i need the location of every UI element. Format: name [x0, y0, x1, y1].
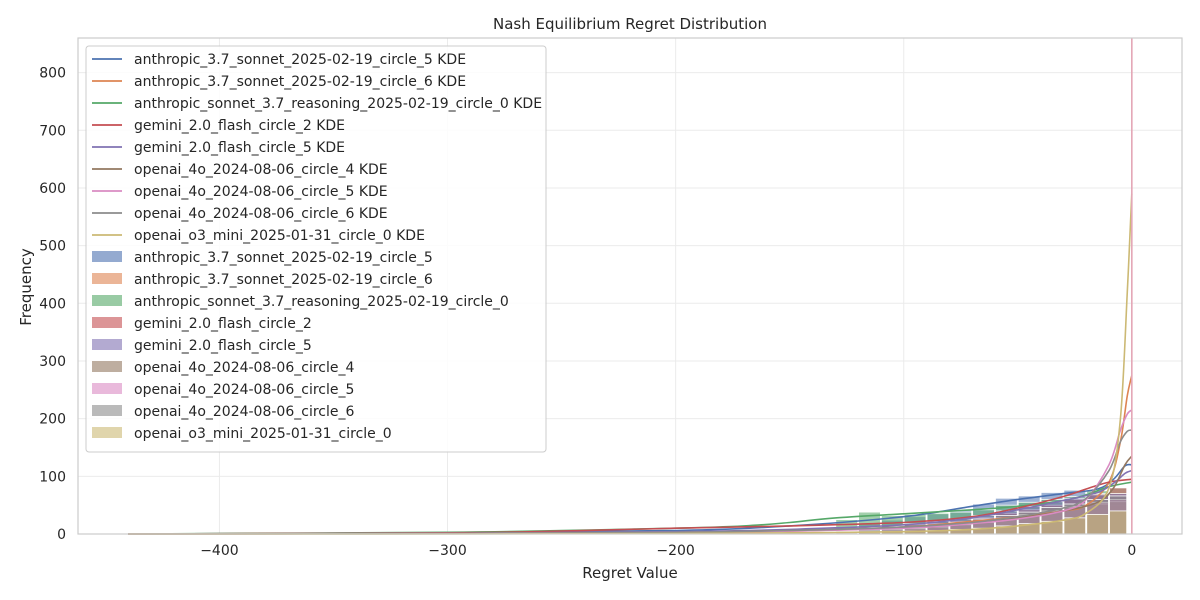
y-tick-label: 700	[39, 123, 66, 139]
y-tick-label: 200	[39, 412, 66, 428]
legend-hist-label: openai_4o_2024-08-06_circle_5	[134, 382, 354, 398]
legend-hist-label: openai_4o_2024-08-06_circle_6	[134, 404, 354, 420]
x-tick-label: 0	[1127, 543, 1136, 559]
x-axis-label: Regret Value	[582, 564, 677, 582]
legend-patch-swatch	[92, 383, 122, 394]
y-tick-label: 600	[39, 181, 66, 197]
legend-kde-label: anthropic_3.7_sonnet_2025-02-19_circle_5…	[134, 52, 466, 68]
legend-hist-label: gemini_2.0_flash_circle_2	[134, 316, 312, 332]
legend-hist-label: anthropic_3.7_sonnet_2025-02-19_circle_5	[134, 250, 433, 266]
legend-kde-label: gemini_2.0_flash_circle_2 KDE	[134, 118, 345, 134]
legend-kde-label: anthropic_sonnet_3.7_reasoning_2025-02-1…	[134, 96, 542, 112]
legend-kde-label: anthropic_3.7_sonnet_2025-02-19_circle_6…	[134, 74, 466, 90]
legend-hist-label: openai_4o_2024-08-06_circle_4	[134, 360, 354, 376]
x-axis-ticks: −400 −300 −200 −100 0	[200, 543, 1136, 559]
legend-patch-swatch	[92, 317, 122, 328]
legend-patch-swatch	[92, 339, 122, 350]
x-tick-label: −300	[428, 543, 466, 559]
y-tick-label: 800	[39, 66, 66, 82]
plot-frame	[77, 37, 1183, 535]
x-tick-label: −400	[200, 543, 238, 559]
legend-kde-label: openai_o3_mini_2025-01-31_circle_0 KDE	[134, 228, 425, 244]
y-tick-label: 100	[39, 469, 66, 485]
legend: anthropic_3.7_sonnet_2025-02-19_circle_5…	[85, 45, 547, 453]
y-axis-ticks: 0 100 200 300 400 500 600 700 800	[39, 66, 66, 543]
legend-patch-swatch	[92, 427, 122, 438]
legend-hist-label: anthropic_3.7_sonnet_2025-02-19_circle_6	[134, 272, 433, 288]
x-tick-label: −100	[884, 543, 922, 559]
x-tick-label: −200	[656, 543, 694, 559]
legend-kde-label: openai_4o_2024-08-06_circle_5 KDE	[134, 184, 388, 200]
legend-kde-label: openai_4o_2024-08-06_circle_6 KDE	[134, 206, 388, 222]
kde-curves	[128, 193, 1133, 535]
y-tick-label: 400	[39, 296, 66, 312]
y-tick-label: 500	[39, 239, 66, 255]
y-tick-label: 0	[57, 527, 66, 543]
legend-hist-label: openai_o3_mini_2025-01-31_circle_0	[134, 426, 392, 442]
legend-patch-swatch	[92, 295, 122, 306]
y-axis-label: Frequency	[17, 248, 35, 326]
histogram-bar	[1109, 510, 1128, 535]
legend-patch-swatch	[92, 361, 122, 372]
legend-hist-label: gemini_2.0_flash_circle_5	[134, 338, 312, 354]
chart-title: Nash Equilibrium Regret Distribution	[493, 15, 767, 33]
legend-patch-swatch	[92, 273, 122, 284]
legend-patch-swatch	[92, 251, 122, 262]
legend-patch-swatch	[92, 405, 122, 416]
legend-box	[85, 45, 547, 453]
legend-kde-label: openai_4o_2024-08-06_circle_4 KDE	[134, 162, 388, 178]
y-tick-label: 300	[39, 354, 66, 370]
legend-hist-label: anthropic_sonnet_3.7_reasoning_2025-02-1…	[134, 294, 509, 310]
legend-kde-label: gemini_2.0_flash_circle_5 KDE	[134, 140, 345, 156]
histogram-bar	[1086, 513, 1109, 535]
